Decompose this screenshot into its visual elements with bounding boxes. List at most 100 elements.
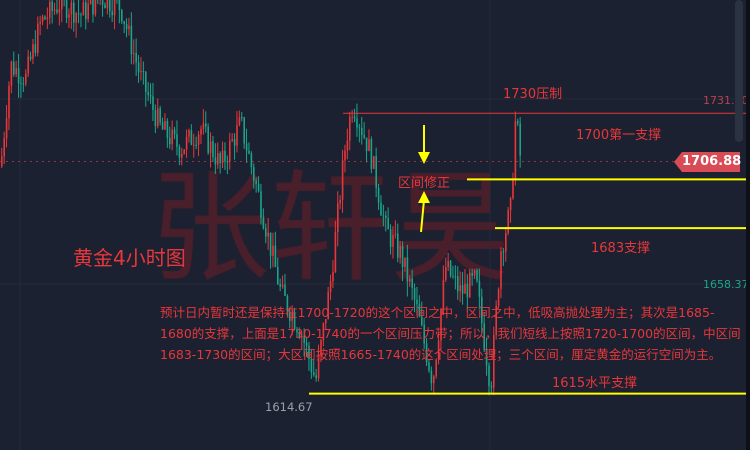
candle <box>121 9 123 22</box>
candle <box>370 139 373 169</box>
candle <box>437 340 440 360</box>
candle <box>125 24 128 30</box>
candle <box>53 9 56 11</box>
current-price-tag: 1706.88 <box>674 152 741 172</box>
candle <box>17 68 20 84</box>
candle <box>509 198 512 211</box>
candle <box>253 167 255 181</box>
candle <box>449 261 452 276</box>
candle <box>351 116 353 118</box>
candle <box>284 284 286 296</box>
candle <box>257 183 260 192</box>
analysis-text: 预计日内暂时还是保持在1700-1720的这个区间之中，区间之中，低吸高抛处理为… <box>160 305 741 362</box>
candle <box>430 370 433 384</box>
candle <box>296 329 298 333</box>
candle <box>224 150 226 162</box>
candle <box>243 117 245 144</box>
candle <box>411 278 413 288</box>
axis-low-label: 1658.37 <box>703 278 749 291</box>
candle <box>274 245 277 267</box>
candle <box>380 202 382 216</box>
candle <box>185 136 188 150</box>
candle <box>344 150 346 161</box>
candle <box>190 130 193 145</box>
candle <box>502 251 505 253</box>
candle <box>423 324 425 344</box>
candle <box>289 311 291 321</box>
candle <box>337 203 339 233</box>
level-lines <box>0 112 750 395</box>
candle <box>236 125 238 146</box>
candle <box>3 138 5 157</box>
candle <box>159 108 161 123</box>
candle <box>221 150 224 163</box>
candle <box>442 279 445 310</box>
candle <box>349 117 351 141</box>
candle <box>82 2 85 16</box>
candle <box>490 385 493 388</box>
candle <box>301 336 303 338</box>
scrollbar[interactable] <box>735 0 743 142</box>
candle <box>363 134 365 138</box>
candle <box>207 126 209 153</box>
candle <box>135 53 137 63</box>
candle <box>113 0 116 16</box>
candle <box>454 275 457 277</box>
candle <box>358 127 361 129</box>
candle <box>32 44 34 59</box>
candle <box>68 14 70 18</box>
candle <box>425 343 428 363</box>
candle <box>519 123 521 156</box>
candle <box>500 251 502 290</box>
candle <box>320 340 322 356</box>
candle <box>399 246 401 258</box>
candle <box>118 0 121 10</box>
candle <box>161 122 164 130</box>
candle <box>476 270 478 281</box>
candle <box>13 61 15 75</box>
candle <box>514 121 517 179</box>
candle <box>166 120 169 138</box>
candle <box>20 83 22 85</box>
candle <box>92 0 94 15</box>
candle <box>517 121 519 124</box>
candle <box>406 257 409 282</box>
candle <box>5 118 8 139</box>
candle <box>305 342 308 346</box>
candle <box>106 0 109 9</box>
candle <box>22 83 25 85</box>
candle <box>413 287 416 300</box>
candle <box>262 217 265 229</box>
candle <box>267 232 269 237</box>
chart-title: 黄金4小时图 <box>73 246 186 270</box>
candle <box>152 96 154 111</box>
candle <box>181 153 183 158</box>
candle <box>128 25 130 30</box>
candle <box>205 123 207 127</box>
candle <box>245 143 248 151</box>
candle <box>488 365 490 386</box>
candle <box>10 61 13 86</box>
candle <box>137 62 140 73</box>
candle <box>471 272 473 276</box>
candle <box>478 280 481 297</box>
candle <box>178 146 181 158</box>
candle <box>37 23 39 53</box>
candle <box>377 187 380 203</box>
candle <box>440 309 442 341</box>
candle <box>229 140 231 162</box>
candle <box>409 278 411 282</box>
candle <box>255 180 257 184</box>
candle <box>147 91 149 96</box>
candles <box>1 0 521 396</box>
candle <box>356 118 358 128</box>
candle <box>459 285 461 292</box>
candle <box>313 372 315 376</box>
candle <box>260 191 262 218</box>
candle <box>353 116 356 119</box>
candle <box>493 335 495 388</box>
candle <box>104 4 106 9</box>
candle <box>401 246 404 268</box>
candle <box>65 0 68 18</box>
